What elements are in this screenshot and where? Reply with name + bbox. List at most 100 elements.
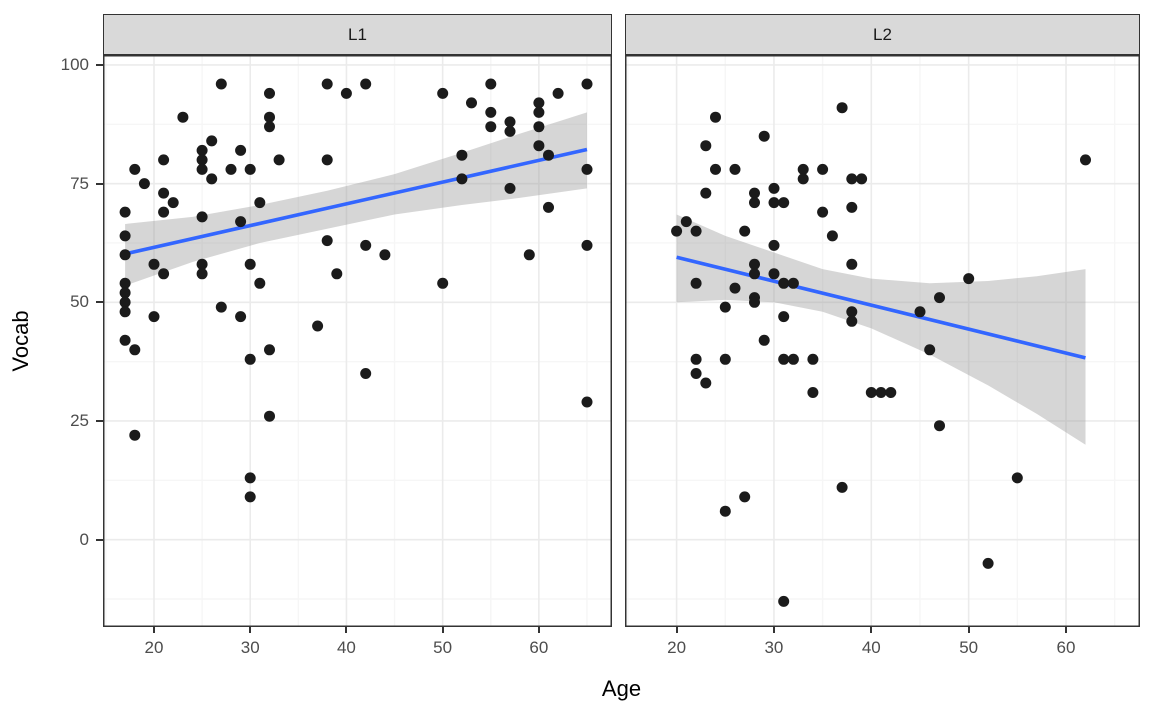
data-point — [129, 163, 141, 175]
data-point — [244, 491, 256, 503]
facet-plot-l2 — [625, 55, 1140, 627]
data-point — [235, 144, 247, 156]
data-point — [235, 216, 247, 228]
data-point — [138, 178, 150, 190]
data-point — [856, 173, 868, 185]
data-point — [749, 296, 760, 308]
data-point — [360, 368, 372, 379]
data-point — [680, 216, 692, 228]
data-point — [924, 344, 936, 356]
data-point — [817, 206, 829, 218]
data-point — [690, 368, 702, 379]
y-tick-label: 50 — [70, 292, 89, 312]
y-tick-label: 75 — [70, 173, 89, 193]
data-point — [787, 277, 799, 289]
data-point — [119, 206, 131, 218]
data-point — [158, 154, 170, 166]
data-point — [778, 595, 790, 607]
regression-line — [124, 147, 588, 256]
data-point — [768, 268, 780, 280]
data-point — [466, 97, 477, 109]
x-tick-mark — [152, 627, 155, 633]
data-point — [719, 505, 731, 517]
data-point — [312, 320, 324, 332]
data-point — [485, 106, 497, 118]
data-point — [914, 306, 926, 318]
y-tick-mark — [96, 301, 103, 304]
x-tick-label: 30 — [764, 638, 784, 657]
data-point — [196, 144, 208, 156]
x-tick-label: 40 — [861, 638, 881, 657]
facet-strip-l1-label: L1 — [348, 24, 367, 44]
data-point — [846, 173, 858, 185]
data-point — [690, 225, 702, 237]
data-point — [206, 173, 218, 185]
x-tick-mark — [249, 627, 252, 633]
x-tick-label: 60 — [529, 638, 549, 657]
data-point — [700, 377, 712, 389]
data-point — [321, 235, 333, 247]
data-point — [158, 187, 170, 199]
data-point — [129, 344, 141, 356]
panel-border — [625, 55, 1140, 627]
data-point — [581, 396, 593, 408]
x-tick-mark — [675, 627, 678, 633]
data-point — [485, 78, 497, 90]
data-point — [148, 311, 160, 323]
data-point — [244, 163, 256, 175]
data-point — [331, 268, 343, 280]
x-tick-mark — [967, 627, 970, 633]
data-point — [158, 206, 170, 218]
data-point — [982, 557, 994, 569]
y-tick-mark — [96, 419, 103, 422]
data-point — [264, 121, 275, 133]
data-point — [225, 163, 237, 175]
data-point — [846, 306, 858, 318]
data-point — [581, 78, 593, 90]
data-point — [1011, 472, 1023, 484]
data-point — [456, 149, 468, 161]
x-tick-label: 50 — [959, 638, 979, 657]
data-point — [758, 130, 770, 142]
data-point — [885, 387, 897, 398]
data-point — [552, 87, 564, 99]
data-point — [1080, 154, 1091, 166]
data-point — [710, 111, 721, 123]
facet-strip-l2: L2 — [625, 14, 1140, 55]
data-point — [739, 491, 751, 503]
data-point — [934, 292, 945, 304]
x-tick-label: 30 — [240, 638, 260, 657]
data-point — [846, 258, 858, 270]
data-point — [543, 149, 554, 161]
data-point — [196, 268, 208, 280]
data-point — [700, 140, 712, 152]
data-point — [768, 197, 780, 209]
y-tick-mark — [96, 182, 103, 185]
data-point — [690, 353, 702, 365]
y-tick-label: 25 — [70, 410, 89, 430]
data-point — [817, 163, 829, 175]
x-tick-mark — [870, 627, 873, 633]
data-point — [543, 201, 554, 213]
data-point — [963, 273, 975, 285]
data-point — [533, 121, 545, 133]
confidence-band — [676, 214, 1086, 445]
data-point — [768, 182, 780, 194]
data-point — [749, 187, 760, 199]
data-point — [523, 249, 535, 261]
data-point — [254, 197, 266, 209]
x-tick-mark — [1065, 627, 1067, 633]
data-point — [836, 481, 848, 493]
data-point — [749, 197, 760, 209]
data-point — [206, 135, 218, 147]
data-point — [321, 78, 333, 90]
data-point — [671, 225, 683, 237]
data-point — [379, 249, 391, 261]
data-point — [758, 334, 770, 346]
data-point — [719, 353, 731, 365]
data-point — [437, 87, 449, 99]
data-point — [690, 277, 702, 289]
data-point — [148, 258, 160, 270]
data-point — [533, 97, 545, 109]
